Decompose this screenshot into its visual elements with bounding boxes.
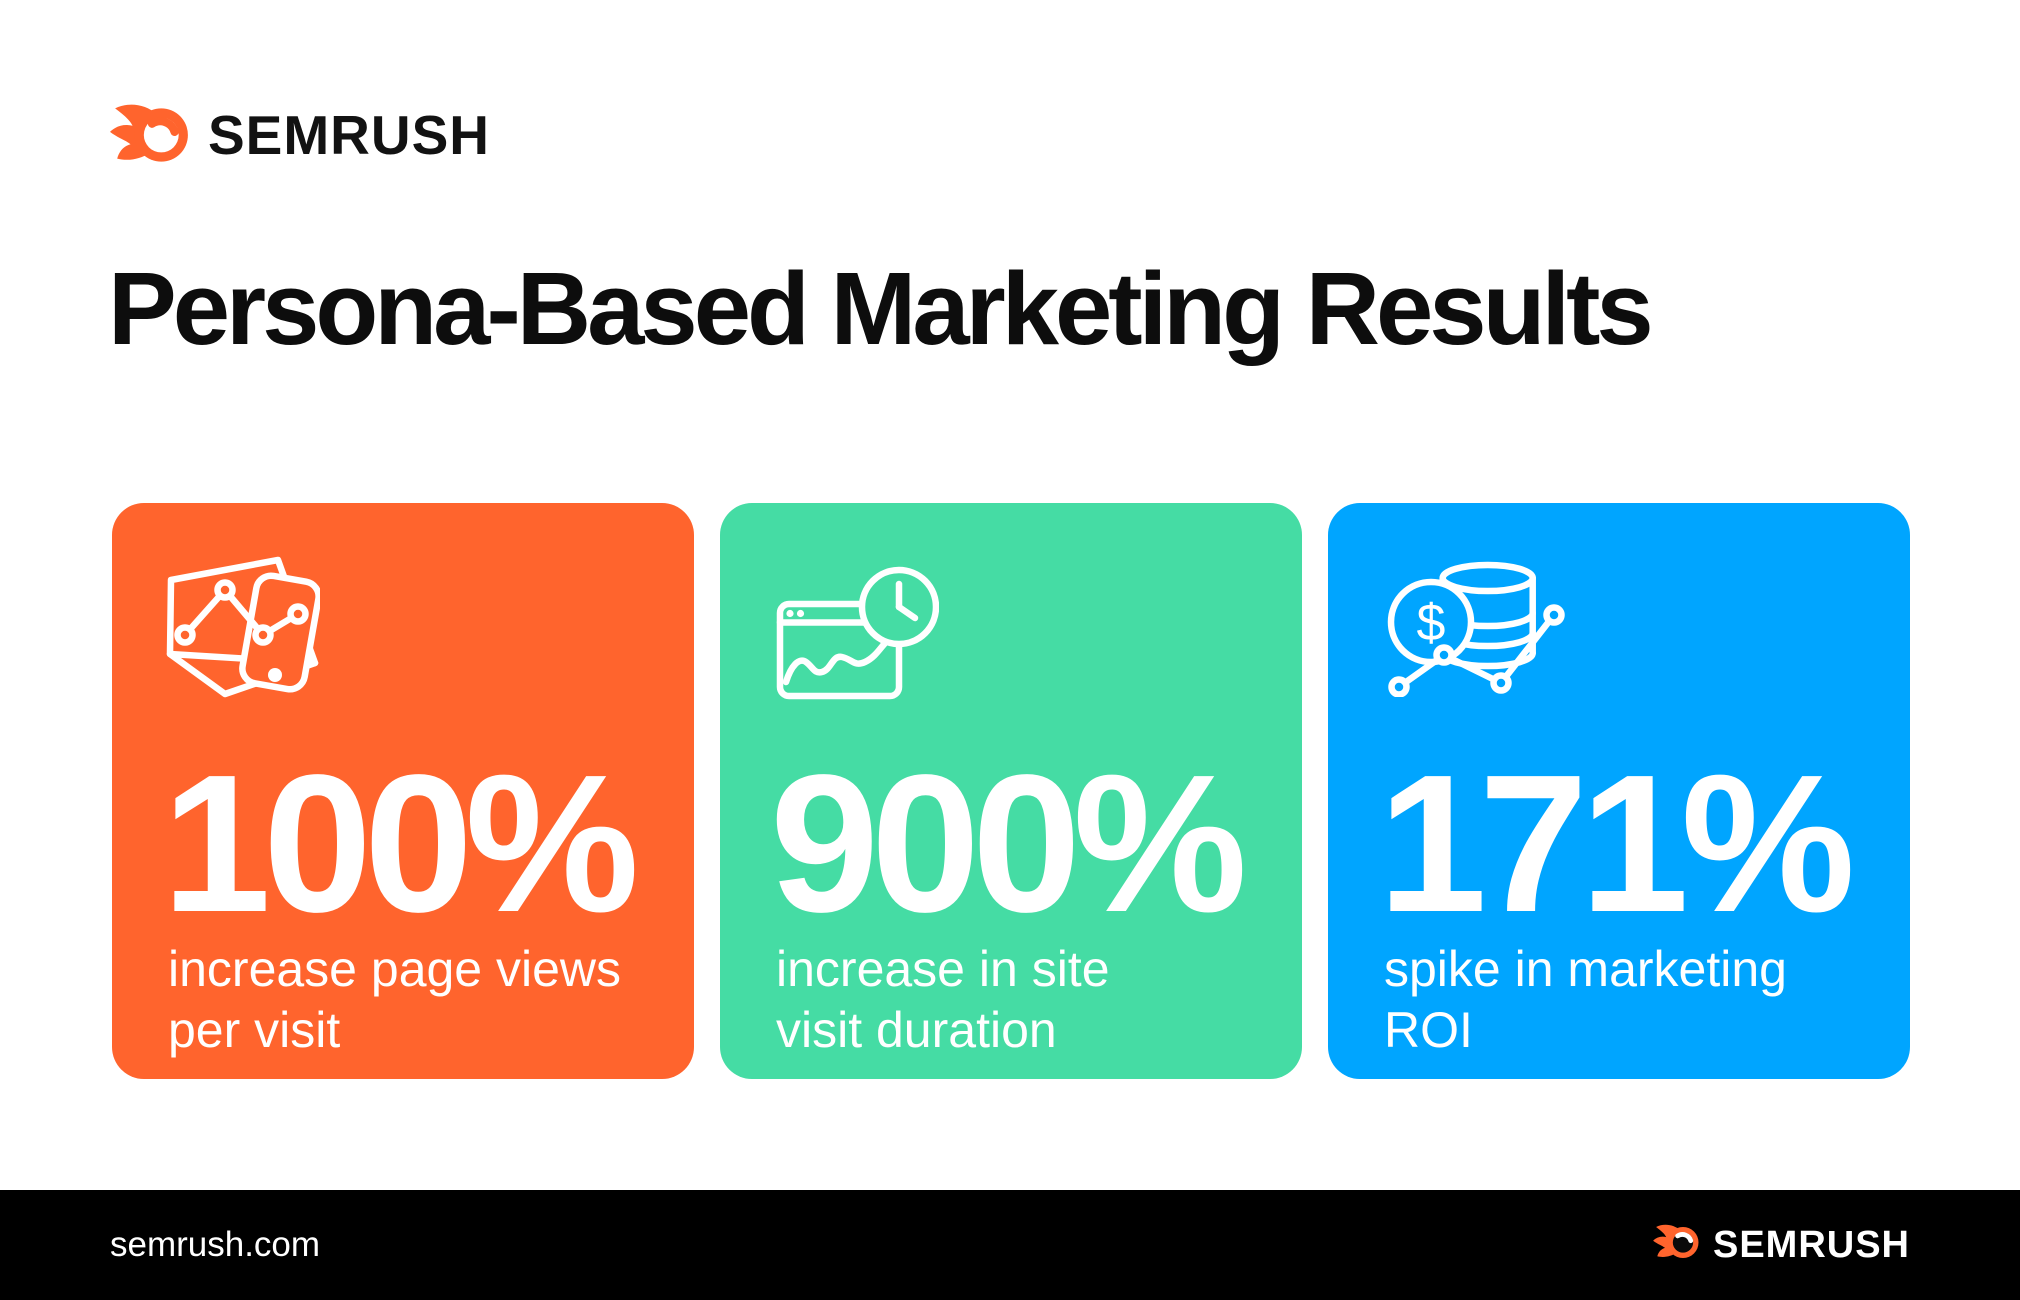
stat-value: 900% bbox=[770, 734, 1247, 953]
footer-url: semrush.com bbox=[110, 1225, 321, 1264]
footer-logo-wordmark: SEMRUSH bbox=[1712, 1223, 1910, 1266]
semrush-logo: SEMRUSH bbox=[110, 98, 490, 172]
stat-label: spike in marketing ROI bbox=[1384, 941, 1787, 1058]
stat-label: increase in site visit duration bbox=[776, 941, 1110, 1058]
coins-graph-icon: $ bbox=[1386, 542, 1566, 697]
page-title: Persona-Based Marketing Results bbox=[108, 251, 1654, 366]
semrush-flame-icon bbox=[1653, 1221, 1701, 1269]
stat-card-marketing-roi: $ 171% spike in marketing ROI bbox=[1328, 503, 1910, 1079]
svg-text:$: $ bbox=[1417, 594, 1446, 652]
logo-wordmark: SEMRUSH bbox=[208, 104, 491, 166]
browser-clock-icon bbox=[769, 554, 939, 702]
map-phone-chart-icon bbox=[148, 537, 320, 699]
stat-value: 100% bbox=[162, 734, 639, 953]
semrush-flame-icon bbox=[110, 98, 192, 172]
stat-card-visit-duration: 900% increase in site visit duration bbox=[720, 503, 1302, 1079]
stat-card-page-views: 100% increase page views per visit bbox=[112, 503, 694, 1079]
stat-label: increase page views per visit bbox=[168, 941, 622, 1058]
footer-bar: semrush.com SEMRUSH bbox=[0, 1190, 2020, 1300]
footer-semrush-logo: SEMRUSH bbox=[1653, 1221, 1910, 1269]
stat-value: 171% bbox=[1378, 734, 1855, 953]
stats-row: 100% increase page views per visit 900% bbox=[112, 503, 1910, 1079]
